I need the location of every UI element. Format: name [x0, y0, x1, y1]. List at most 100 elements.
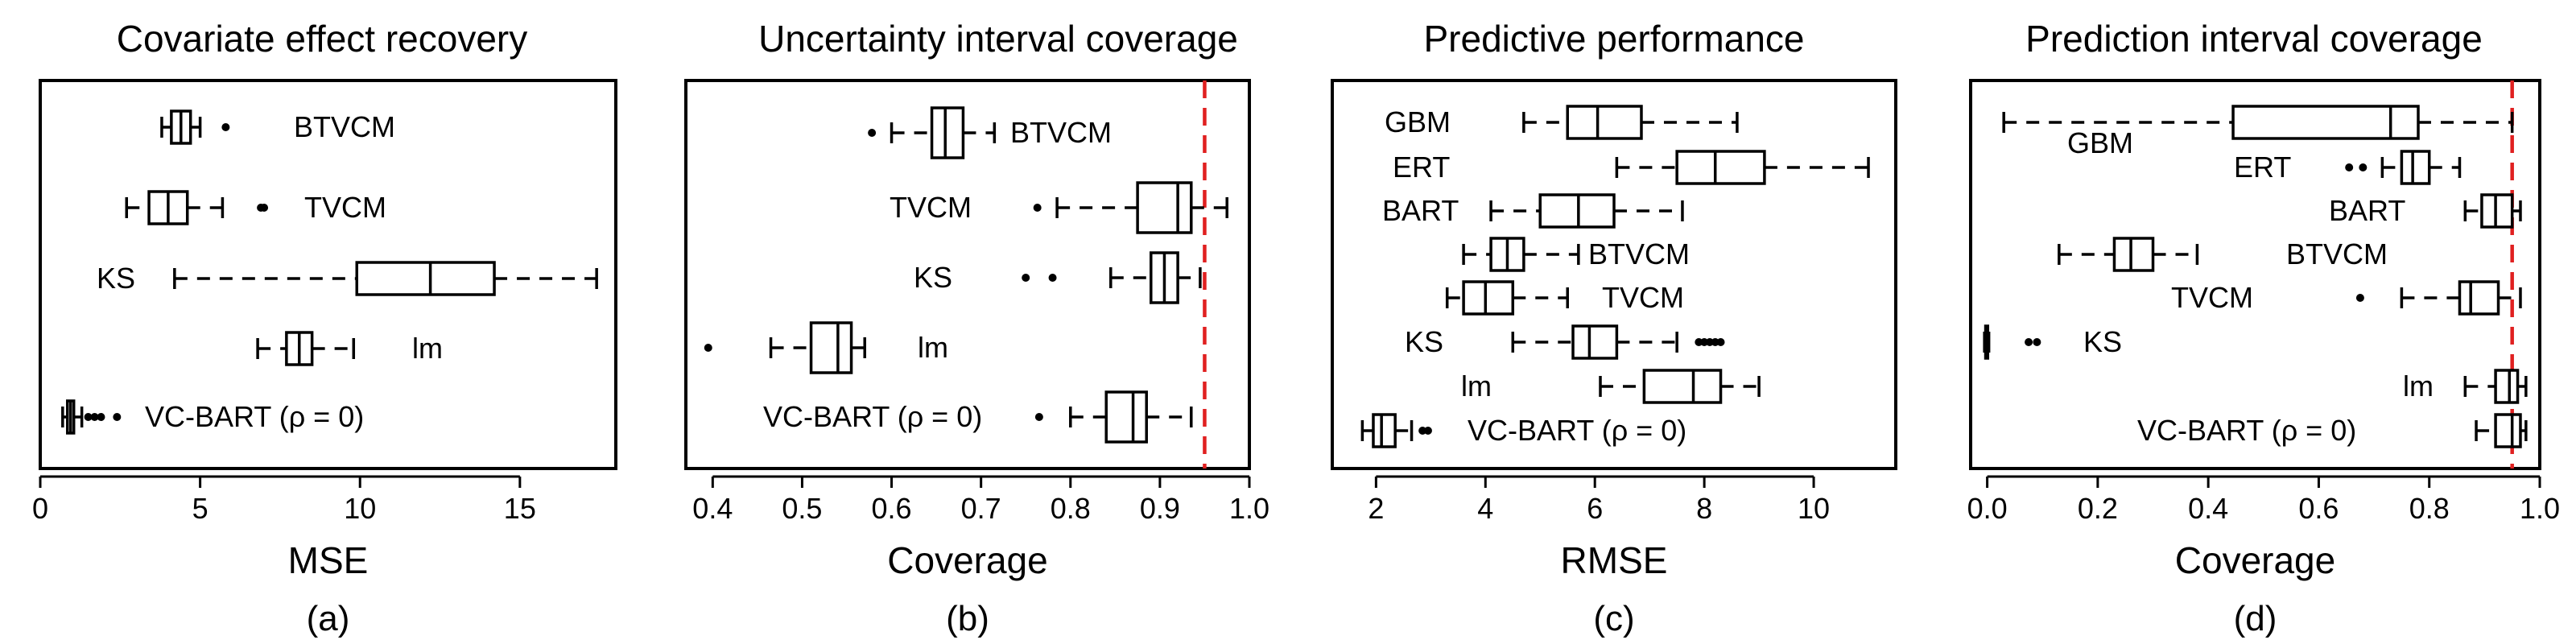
iqr-box	[1642, 369, 1723, 404]
group-label: TVCM	[1602, 281, 1684, 314]
boxplot-bart: BART	[2329, 193, 2522, 229]
x-tick-label: 1.0	[2520, 492, 2560, 525]
iqr-box	[1136, 181, 1193, 234]
x-tick-label: 0.7	[961, 492, 1001, 525]
boxplot-gbm: GBM	[1385, 105, 1739, 140]
group-label: KS	[914, 261, 952, 294]
outlier-point	[221, 123, 230, 131]
iqr-box	[1571, 324, 1619, 360]
outlier-point	[2033, 338, 2041, 346]
boxplot-btvcm: BTVCM	[160, 109, 395, 145]
outlier-point	[2345, 163, 2354, 171]
group-label: GBM	[2067, 126, 2133, 159]
panel-sublabel: (b)	[946, 599, 989, 638]
iqr-box	[930, 106, 965, 159]
outlier-point	[2025, 338, 2033, 346]
outlier-point	[868, 129, 877, 137]
panel-uncertainty-interval-coverage: Uncertainty interval coverage 0.4 0.5 0.6 0.…	[684, 18, 1269, 638]
group-label: lm	[2403, 369, 2434, 402]
x-tick-label: 0	[32, 492, 48, 525]
iqr-box	[2231, 105, 2420, 140]
x-tick-label: 0.4	[692, 492, 733, 525]
outlier-point	[97, 413, 105, 421]
boxplot-lm: lm	[704, 321, 948, 374]
outlier-point	[84, 413, 93, 421]
group-label: KS	[97, 262, 135, 295]
group-label: ERT	[2234, 151, 2291, 184]
x-tick-label: 2	[1368, 492, 1384, 525]
boxplot-lm: lm	[256, 331, 443, 366]
boxplot-vc-bart-0: VC-BART (ρ = 0)	[763, 390, 1193, 444]
group-label: lm	[918, 331, 948, 364]
group-label: BART	[1382, 194, 1459, 227]
x-axis-label: RMSE	[1561, 539, 1668, 581]
plot-frame	[1969, 79, 2541, 470]
x-tick-label: 0.8	[1051, 492, 1091, 525]
group-label: VC-BART (ρ = 0)	[763, 400, 982, 433]
group-label: lm	[1461, 369, 1492, 402]
group-label: VC-BART (ρ = 0)	[145, 400, 364, 433]
boxplot-tvcm: TVCM	[2171, 280, 2522, 316]
boxplot-tvcm: TVCM	[1445, 280, 1684, 316]
boxplot-ert: ERT	[2234, 150, 2462, 185]
boxplot-tvcm: TVCM	[890, 181, 1228, 234]
boxplot-btvcm: BTVCM	[868, 106, 1112, 159]
panel-sublabel: (c)	[1593, 599, 1634, 638]
boxplot-ert: ERT	[1393, 150, 1870, 185]
x-tick-label: 0.6	[872, 492, 912, 525]
iqr-box	[1372, 413, 1397, 448]
x-tick-label: 0.2	[2078, 492, 2118, 525]
iqr-box	[1462, 280, 1515, 316]
panel-sublabel: (d)	[2234, 599, 2277, 638]
panel-prediction-interval-coverage: Prediction interval coverage 0.0 0.2 0.4 0.6…	[1967, 18, 2560, 638]
boxplot-gbm: GBM	[2002, 105, 2514, 159]
x-tick-label: 1.0	[1229, 492, 1269, 525]
group-label: TVCM	[2171, 281, 2253, 314]
outlier-point	[1022, 274, 1030, 282]
group-label: VC-BART (ρ = 0)	[1468, 414, 1686, 447]
boxplot-lm: lm	[2403, 369, 2528, 404]
iqr-box	[1566, 105, 1643, 140]
group-label: KS	[2083, 325, 2122, 358]
x-tick-label: 15	[504, 492, 536, 525]
group-label: KS	[1405, 325, 1443, 358]
group-label: TVCM	[890, 191, 972, 224]
outlier-point	[113, 413, 122, 421]
boxplot-lm: lm	[1461, 369, 1761, 404]
outlier-point	[704, 344, 712, 352]
outlier-point	[1423, 427, 1432, 435]
x-tick-label: 5	[192, 492, 208, 525]
group-label: TVCM	[304, 191, 386, 224]
iqr-box	[1104, 390, 1148, 444]
iqr-box	[2494, 413, 2522, 448]
iqr-box	[2112, 237, 2155, 272]
x-axis-label: MSE	[288, 539, 369, 581]
iqr-box	[1675, 150, 1766, 185]
plot-frame	[684, 79, 1251, 470]
panel-title: Uncertainty interval coverage	[758, 18, 1238, 60]
group-label: BTVCM	[1010, 116, 1112, 149]
boxplot-btvcm: BTVCM	[2058, 237, 2388, 272]
iqr-box	[2400, 150, 2431, 185]
boxplot-vc-bart-0: VC-BART (ρ = 0)	[2137, 413, 2528, 448]
group-label: VC-BART (ρ = 0)	[2137, 414, 2356, 447]
outlier-point	[1034, 413, 1043, 421]
x-tick-label: 0.0	[1967, 492, 2008, 525]
outlier-point	[2359, 163, 2368, 171]
x-tick-label: 0.8	[2409, 492, 2450, 525]
x-tick-label: 0.5	[782, 492, 822, 525]
group-label: ERT	[1393, 151, 1450, 184]
x-axis-label: Coverage	[2175, 539, 2335, 581]
boxplot-ks: KS	[97, 261, 598, 296]
group-label: BTVCM	[2286, 237, 2388, 270]
x-tick-label: 8	[1696, 492, 1712, 525]
outlier-point	[90, 413, 99, 421]
plot-frame	[39, 79, 617, 470]
iqr-box	[355, 261, 496, 296]
group-label: BTVCM	[294, 110, 395, 143]
panel-predictive-performance: Predictive performance 2 4 6 8 10 RMSE (c) GBM ER…	[1331, 18, 1897, 638]
boxplot-tvcm: TVCM	[125, 190, 386, 225]
boxplot-bart: BART	[1382, 193, 1684, 229]
outlier-point	[2355, 294, 2364, 302]
